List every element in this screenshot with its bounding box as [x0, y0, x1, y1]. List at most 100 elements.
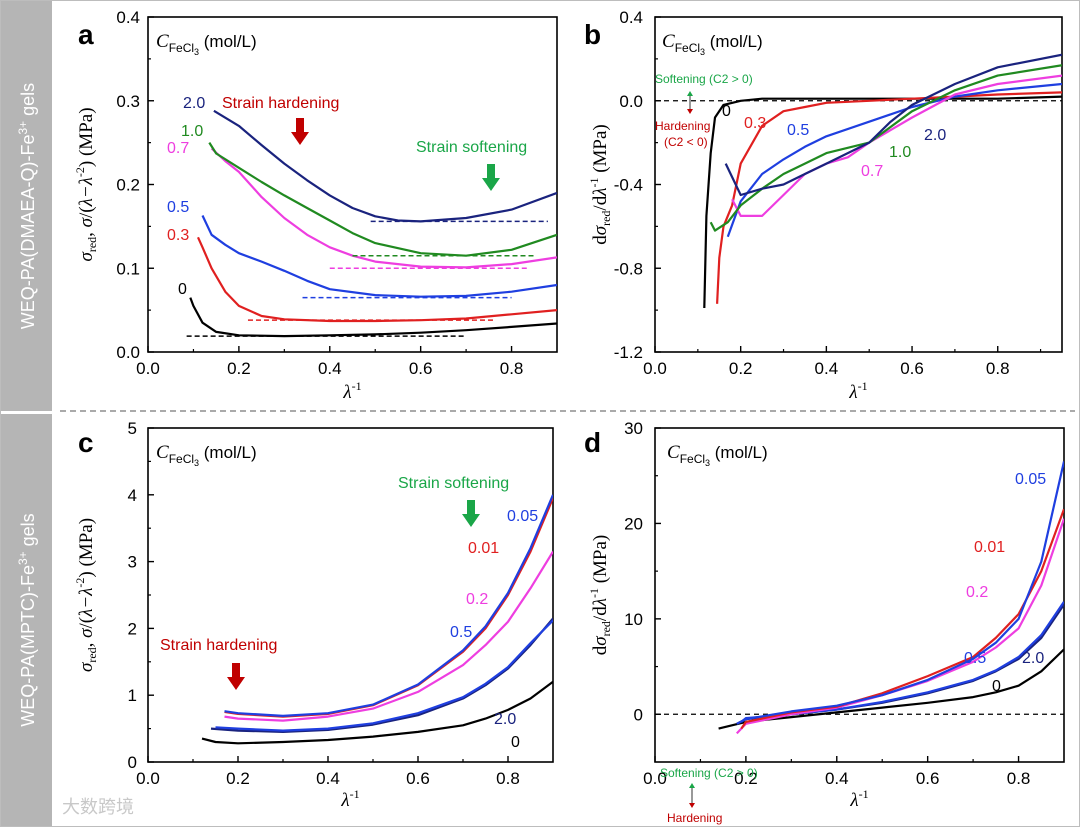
series-line-0.5: [215, 619, 553, 732]
conc-sub: FeCl: [680, 452, 705, 466]
x-tick-label: 0.2: [734, 769, 758, 788]
x-axis-label: λ-1: [849, 787, 868, 811]
series-label-1.0: 1.0: [181, 123, 203, 140]
ylab-comma: ,: [76, 638, 97, 648]
series-label-0.5: 0.5: [167, 199, 189, 216]
y-tick-label: 10: [624, 610, 643, 629]
concentration-label: CFeCl3 (mol/L): [156, 442, 257, 468]
y-tick-label: 0.2: [116, 176, 140, 195]
x-tick-label: 0.8: [1007, 769, 1031, 788]
series-line-2.0: [724, 53, 1062, 197]
x-tick-label: 0.0: [136, 769, 160, 788]
x-axis-label: λ-1: [848, 379, 867, 403]
side-label-bottom: WEQ-PA(MPTC)-Fe3+ gels: [16, 513, 38, 726]
y-tick-label: 0.0: [619, 92, 643, 111]
side-bar-top: [1, 1, 52, 411]
conc-subsub: 3: [700, 47, 705, 57]
ylab-sigma2: σ: [76, 628, 97, 638]
series-label-0.3: 0.3: [167, 227, 189, 244]
y-tick-label: 0.0: [116, 343, 140, 362]
y-axis-label: σred, σ/(λ−λ-2) (MPa): [73, 518, 99, 672]
panel-letter: c: [78, 427, 94, 458]
x-axis-label: λ-1: [342, 379, 361, 403]
series-group: [201, 494, 553, 745]
series-label-0.05: 0.05: [507, 508, 538, 525]
conc-unit: (mol/L): [199, 443, 257, 462]
series-label-0.7: 0.7: [861, 163, 883, 180]
x-tick-label: 0.6: [406, 769, 430, 788]
x-tick-label: 0.4: [316, 769, 340, 788]
series-label-2.0: 2.0: [494, 711, 516, 728]
y-axis-label: σred, σ/(λ−λ-2) (MPa): [73, 107, 99, 261]
panel-letter: b: [584, 19, 601, 50]
y-tick-label: 3: [128, 553, 137, 572]
ylab-lambda: λ: [590, 598, 611, 607]
ylab-lambda: λ−λ: [76, 588, 97, 618]
y-tick-label: -1.2: [614, 343, 643, 362]
x-tick-label: 0.2: [729, 359, 753, 378]
series-label-2.0: 2.0: [183, 95, 205, 112]
ylab-d: d: [590, 645, 611, 655]
series-line-0.3: [196, 236, 557, 323]
series-label-0.05: 0.05: [1015, 471, 1046, 488]
strain-softening-label: Strain softening: [398, 475, 509, 492]
x-tick-label: 0.8: [496, 769, 520, 788]
series-label-0.2: 0.2: [466, 591, 488, 608]
x-label-lambda: λ: [342, 382, 351, 403]
hardening-condition-c2: (C2 < 0): [664, 135, 708, 149]
series-label-0.7: 0.7: [167, 140, 189, 157]
condition-arrow-down: [687, 109, 693, 114]
y-tick-label: -0.4: [614, 176, 643, 195]
conc-unit: (mol/L): [710, 443, 768, 462]
ylab-sigma2: σ: [76, 217, 97, 227]
panel-b: 0.0 0.2 0.4 0.6 0.8 -1.2 -0.8 -0.4 0.0 0.4 b CFeCl3…: [584, 8, 1063, 403]
hardening-arrow: [291, 118, 309, 145]
ylab-unit: ) (MPa): [76, 518, 97, 578]
series-label-2.0: 2.0: [1022, 650, 1044, 667]
condition-arrow-up: [687, 91, 693, 96]
x-tick-label: 0.2: [227, 359, 251, 378]
series-line-0.7: [210, 147, 557, 269]
x-tick-label: 0.8: [500, 359, 524, 378]
x-tick-label: 0.0: [643, 359, 667, 378]
series-label-0: 0: [511, 734, 520, 751]
softening-arrow: [462, 500, 480, 527]
series-line-2.0: [213, 109, 557, 223]
softening-arrow: [482, 164, 500, 191]
concentration-label: CFeCl3 (mol/L): [156, 31, 257, 57]
side-label-top: WEQ-PA(DMAEA-Q)-Fe3+ gels: [16, 83, 38, 329]
conc-symbol: C: [667, 442, 680, 463]
conc-unit: (mol/L): [705, 32, 763, 51]
x-label-sup: -1: [858, 379, 868, 393]
series-label-0: 0: [178, 281, 187, 298]
series-label-1.0: 1.0: [889, 144, 911, 161]
conc-subsub: 3: [705, 458, 710, 468]
series-line-0: [201, 680, 553, 745]
plot-frame: [654, 427, 1065, 763]
ylab-unit: (MPa): [590, 535, 611, 588]
series-label-0.01: 0.01: [974, 539, 1005, 556]
x-tick-label: 0.6: [900, 359, 924, 378]
series-line-0: [718, 648, 1064, 730]
y-tick-label: 4: [128, 486, 137, 505]
series-line-0.5: [201, 215, 557, 298]
hardening-condition-c2: (C2 < 0): [664, 825, 708, 827]
ylab-sup: -2: [73, 167, 87, 177]
x-label-sup: -1: [859, 787, 869, 801]
conc-symbol: C: [156, 442, 169, 463]
y-tick-label: -0.8: [614, 259, 643, 278]
ylab-slash: /d: [590, 606, 611, 621]
condition-arrow-down: [689, 803, 695, 808]
conc-unit: (mol/L): [199, 32, 257, 51]
series-line-0.5: [726, 82, 1062, 238]
ylab-unit: (MPa): [590, 124, 611, 177]
softening-condition: Softening (C2 > 0): [655, 72, 753, 86]
ylab-slash: /d: [590, 195, 611, 210]
ylab-lambda: λ: [590, 188, 611, 197]
ylab-lambda: λ−λ: [76, 177, 97, 207]
side-bar-bottom: [1, 414, 52, 826]
x-tick-label: 0.6: [409, 359, 433, 378]
